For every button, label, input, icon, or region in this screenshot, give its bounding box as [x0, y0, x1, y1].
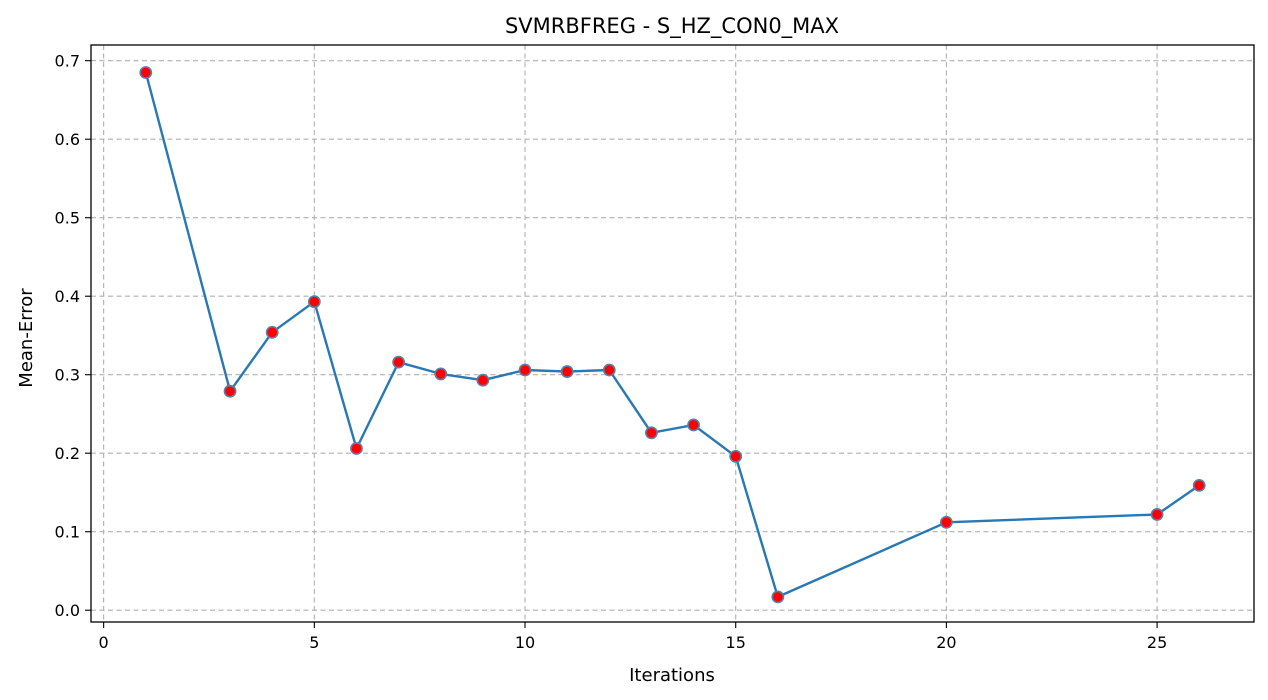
data-point	[560, 365, 574, 378]
series-line	[144, 72, 1200, 599]
data-point	[771, 590, 785, 604]
chart-title: SVMRBFREG - S_HZ_CON0_MAX	[505, 14, 839, 39]
data-point	[602, 363, 616, 377]
data-point	[350, 442, 363, 455]
series-layer	[139, 66, 1206, 604]
x-tick-label: 15	[726, 633, 746, 652]
plot-frame	[90, 44, 1255, 623]
y-tick-label: 0.3	[55, 366, 80, 385]
x-tick-label: 25	[1147, 633, 1167, 652]
data-point	[729, 449, 743, 463]
x-tick-label: 0	[99, 633, 109, 652]
y-tick-label: 0.2	[55, 444, 80, 463]
y-tick-label: 0.7	[55, 52, 80, 71]
y-tick-label: 0.6	[55, 130, 80, 149]
data-point	[265, 325, 279, 339]
data-point	[139, 66, 153, 79]
x-tick-label: 10	[515, 633, 535, 652]
grid-lines	[91, 45, 1254, 622]
data-point	[687, 418, 700, 432]
axis-ticks: 0 5 10 15 20 25 0.0 0.1 0.2 0.3 0.4 0.5 0.6 0.7	[55, 52, 1168, 652]
x-tick-label: 20	[936, 633, 956, 652]
x-axis-label: Iterations	[629, 665, 715, 686]
data-point	[1192, 479, 1206, 492]
data-point	[476, 373, 490, 387]
y-tick-label: 0.5	[55, 209, 80, 228]
data-point	[392, 355, 406, 369]
y-tick-label: 0.0	[55, 601, 80, 620]
data-point	[645, 426, 658, 440]
y-tick-label: 0.4	[55, 287, 80, 306]
data-point	[939, 515, 953, 529]
data-point	[1150, 508, 1164, 521]
y-axis-label: Mean-Error	[16, 288, 37, 388]
x-tick-label: 5	[309, 633, 319, 652]
data-point	[223, 384, 237, 398]
y-tick-label: 0.1	[55, 523, 80, 542]
data-point	[434, 367, 448, 381]
data-point	[518, 363, 532, 377]
data-point	[307, 295, 321, 309]
